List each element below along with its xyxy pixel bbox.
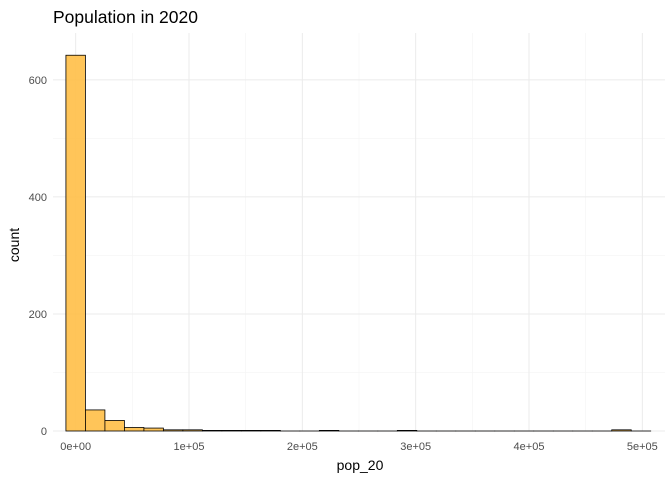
histogram-bar	[201, 430, 223, 432]
histogram-bars	[65, 54, 652, 432]
histogram-bar	[318, 430, 340, 432]
y-tick-label: 200	[29, 309, 47, 321]
y-axis-title: count	[6, 228, 22, 262]
x-tick-label: 1e+05	[174, 441, 205, 453]
y-tick-label: 600	[29, 75, 47, 87]
x-tick-label: 5e+05	[627, 441, 658, 453]
x-axis-ticks: 0e+00 1e+05 2e+05 3e+05 4e+05 5e+05	[60, 441, 658, 453]
histogram-bar	[260, 430, 281, 432]
histogram-bar	[143, 427, 164, 432]
histogram-bar	[85, 409, 106, 432]
histogram-bar	[162, 429, 184, 432]
x-tick-label: 3e+05	[400, 441, 431, 453]
histogram-bar	[240, 430, 262, 432]
y-axis-ticks: 0 200 400 600	[29, 75, 47, 438]
histogram-bar	[221, 430, 242, 432]
y-tick-label: 0	[41, 426, 47, 438]
histogram-bar	[124, 427, 145, 432]
x-axis-title: pop_20	[337, 457, 384, 473]
x-tick-label: 4e+05	[514, 441, 545, 453]
histogram-bar	[104, 420, 125, 432]
histogram-bar	[396, 430, 418, 432]
chart-title: Population in 2020	[53, 7, 198, 27]
gridlines	[53, 33, 665, 432]
x-tick-label: 2e+05	[287, 441, 318, 453]
histogram-bar	[182, 429, 203, 432]
histogram-bar	[65, 54, 86, 432]
histogram-bar	[611, 429, 632, 432]
x-tick-label: 0e+00	[60, 441, 91, 453]
y-tick-label: 400	[29, 192, 47, 204]
